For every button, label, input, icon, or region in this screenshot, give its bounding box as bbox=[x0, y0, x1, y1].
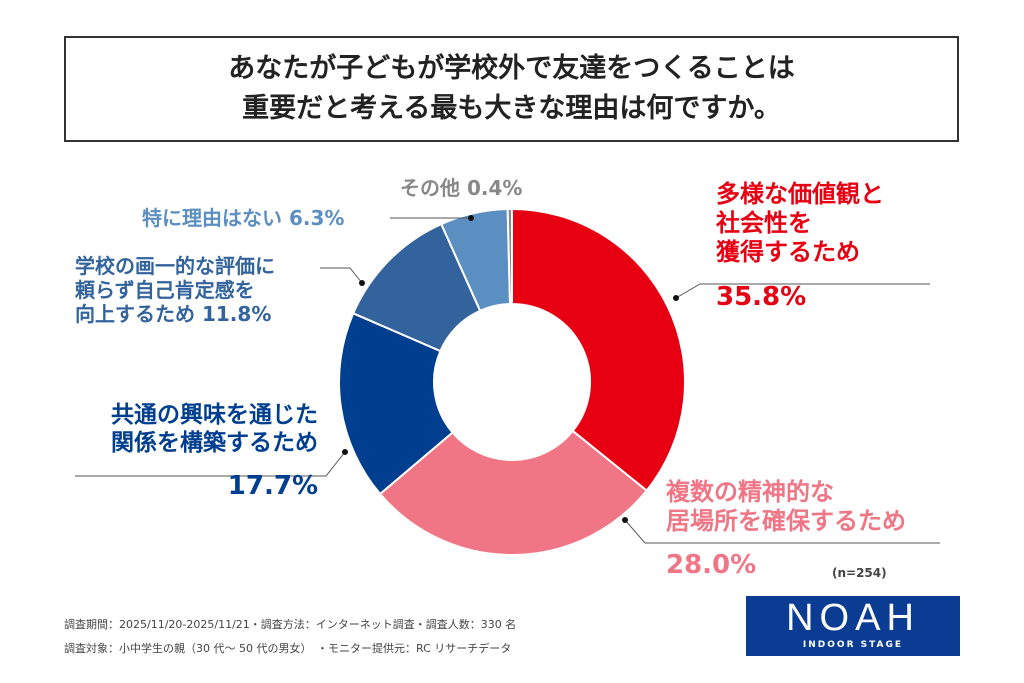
footer-survey-target: 調査対象：小中学生の親（30 代～ 50 代の男女） ・モニター提供元：RC リ… bbox=[64, 642, 512, 655]
leader-dot-0 bbox=[673, 295, 679, 301]
leader-line-3 bbox=[320, 267, 363, 284]
label-slice-2: 共通の興味を通じた 関係を構築するため 17.7% bbox=[78, 402, 318, 502]
value-slice-5: 0.4% bbox=[466, 176, 523, 200]
leader-dot-4 bbox=[468, 215, 474, 221]
value-slice-0: 35.8% bbox=[716, 282, 807, 313]
value-slice-3: 11.8% bbox=[201, 302, 272, 326]
leader-dot-2 bbox=[342, 449, 348, 455]
value-slice-1: 28.0% bbox=[666, 549, 757, 580]
leader-dot-3 bbox=[359, 280, 365, 286]
title-line-1: あなたが子どもが学校外で友達をつくることは bbox=[228, 53, 795, 84]
sample-size-note: (n=254) bbox=[832, 566, 887, 580]
chart-title: あなたが子どもが学校外で友達をつくることは 重要だと考える最も大きな理由は何です… bbox=[64, 36, 959, 142]
leader-line-0 bbox=[675, 283, 930, 299]
label-slice-5: その他 0.4% bbox=[400, 176, 523, 200]
value-slice-4: 6.3% bbox=[288, 206, 345, 230]
label-slice-4: 特に理由はない 6.3% bbox=[142, 206, 345, 230]
footer-survey-period: 調査期間：2025/11/20-2025/11/21・調査方法：インターネット調… bbox=[64, 618, 517, 631]
donut-slice-5 bbox=[506, 207, 513, 306]
title-line-2: 重要だと考える最も大きな理由は何ですか。 bbox=[242, 93, 781, 124]
leader-line-2 bbox=[75, 451, 346, 477]
leader-dot-1 bbox=[622, 517, 628, 523]
donut-slice-0 bbox=[511, 207, 686, 492]
label-slice-0: 多様な価値観と 社会性を 獲得するため 35.8% bbox=[716, 180, 884, 313]
noah-logo: NOAH INDOOR STAGE bbox=[746, 596, 960, 656]
leader-line-1 bbox=[624, 519, 940, 544]
label-slice-3: 学校の画一的な評価に 頼らず自己肯定感を 向上するため 11.8% bbox=[75, 254, 275, 326]
label-slice-1: 複数の精神的な 居場所を確保するため 28.0% bbox=[666, 478, 906, 580]
donut-slice-1 bbox=[378, 429, 649, 556]
donut-slice-2 bbox=[338, 311, 454, 496]
value-slice-2: 17.7% bbox=[227, 471, 318, 502]
